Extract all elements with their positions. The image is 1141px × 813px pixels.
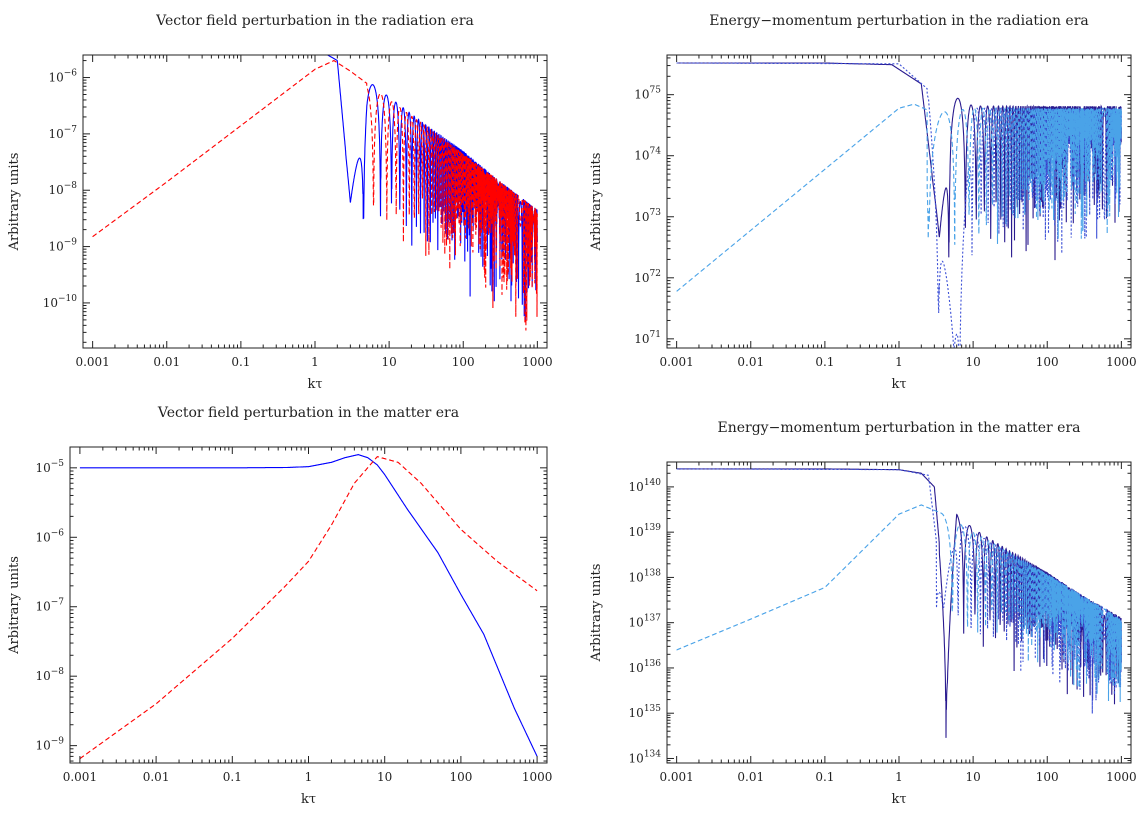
x-tick-label: 0.001 bbox=[659, 770, 693, 784]
series-line-dashed bbox=[79, 456, 538, 760]
y-tick-label: 10−7 bbox=[48, 125, 77, 141]
y-tick-label: 10−9 bbox=[48, 238, 77, 254]
y-tick-label: 10−8 bbox=[48, 181, 77, 197]
x-tick-label: 0.01 bbox=[737, 355, 764, 369]
y-tick-label: 10136 bbox=[629, 659, 662, 675]
y-tick-label: 1073 bbox=[634, 208, 661, 224]
y-tick-label: 10−6 bbox=[48, 69, 77, 85]
x-tick-label: 1000 bbox=[1106, 770, 1137, 784]
x-tick-label: 0.1 bbox=[223, 770, 242, 784]
x-tick-label: 0.01 bbox=[737, 770, 764, 784]
y-tick-label: 1071 bbox=[634, 330, 661, 346]
y-tick-label: 10−5 bbox=[35, 459, 64, 475]
x-tick-label: 0.001 bbox=[75, 355, 109, 369]
y-tick-label: 10−6 bbox=[35, 528, 64, 544]
x-tick-label: 1 bbox=[305, 770, 313, 784]
x-tick-label: 1000 bbox=[522, 770, 553, 784]
y-tick-label: 10−7 bbox=[35, 598, 64, 614]
y-tick-label: 10134 bbox=[629, 749, 662, 765]
chart-title: Vector field perturbation in the matter … bbox=[157, 405, 459, 421]
y-tick-label: 1075 bbox=[634, 86, 661, 102]
chart-title: Energy−momentum perturbation in the matt… bbox=[718, 420, 1081, 436]
plot-area bbox=[676, 468, 1122, 738]
chart-panel-1: Vector field perturbation in the radiati… bbox=[7, 13, 553, 392]
series-line-dashed bbox=[676, 103, 1122, 292]
x-tick-label: 1000 bbox=[1106, 355, 1137, 369]
y-tick-label: 10140 bbox=[629, 478, 662, 494]
x-tick-label: 10 bbox=[965, 770, 980, 784]
plot-area bbox=[92, 55, 538, 331]
plot-area bbox=[79, 453, 538, 760]
x-tick-label: 0.1 bbox=[231, 355, 250, 369]
y-axis-label: Arbitrary units bbox=[589, 564, 604, 663]
chart-title: Vector field perturbation in the radiati… bbox=[155, 13, 474, 29]
y-tick-label: 10−9 bbox=[35, 737, 64, 753]
x-tick-label: 100 bbox=[1036, 770, 1059, 784]
y-tick-label: 10139 bbox=[629, 523, 662, 539]
x-tick-label: 100 bbox=[452, 355, 475, 369]
x-axis-label: kτ bbox=[307, 377, 322, 392]
x-tick-label: 0.001 bbox=[659, 355, 693, 369]
chart-panel-3: Vector field perturbation in the matter … bbox=[7, 405, 552, 807]
x-tick-label: 0.1 bbox=[815, 770, 834, 784]
x-tick-label: 10 bbox=[381, 355, 396, 369]
plot-area bbox=[676, 62, 1122, 348]
y-axis-label: Arbitrary units bbox=[7, 153, 22, 252]
y-tick-label: 10135 bbox=[629, 704, 662, 720]
x-tick-label: 10 bbox=[377, 770, 392, 784]
x-tick-label: 100 bbox=[449, 770, 472, 784]
y-tick-label: 10−8 bbox=[35, 667, 64, 683]
x-tick-label: 0.001 bbox=[63, 770, 97, 784]
plot-frame bbox=[69, 446, 548, 764]
y-axis-label: Arbitrary units bbox=[7, 556, 22, 655]
series-line-solid bbox=[79, 453, 538, 757]
y-tick-label: 10137 bbox=[629, 614, 662, 630]
y-axis-label: Arbitrary units bbox=[589, 153, 604, 252]
series-line-dashed bbox=[676, 504, 1122, 703]
x-tick-label: 1 bbox=[895, 355, 903, 369]
y-tick-label: 1074 bbox=[634, 147, 661, 163]
x-tick-label: 10 bbox=[965, 355, 980, 369]
x-tick-label: 1 bbox=[895, 770, 903, 784]
chart-panel-4: Energy−momentum perturbation in the matt… bbox=[589, 420, 1137, 807]
y-tick-label: 10−10 bbox=[43, 294, 78, 310]
y-tick-label: 1072 bbox=[634, 269, 661, 285]
x-axis-label: kτ bbox=[891, 792, 906, 807]
x-tick-label: 100 bbox=[1036, 355, 1059, 369]
x-axis-label: kτ bbox=[301, 792, 316, 807]
x-tick-label: 1 bbox=[311, 355, 319, 369]
x-tick-label: 0.01 bbox=[143, 770, 170, 784]
x-tick-label: 1000 bbox=[522, 355, 553, 369]
series-line-dashed bbox=[92, 60, 538, 331]
x-axis-label: kτ bbox=[891, 377, 906, 392]
x-tick-label: 0.1 bbox=[815, 355, 834, 369]
x-tick-label: 0.01 bbox=[153, 355, 180, 369]
chart-title: Energy−momentum perturbation in the radi… bbox=[709, 13, 1089, 29]
y-tick-label: 10138 bbox=[629, 568, 662, 584]
chart-panel-2: Energy−momentum perturbation in the radi… bbox=[589, 13, 1137, 392]
